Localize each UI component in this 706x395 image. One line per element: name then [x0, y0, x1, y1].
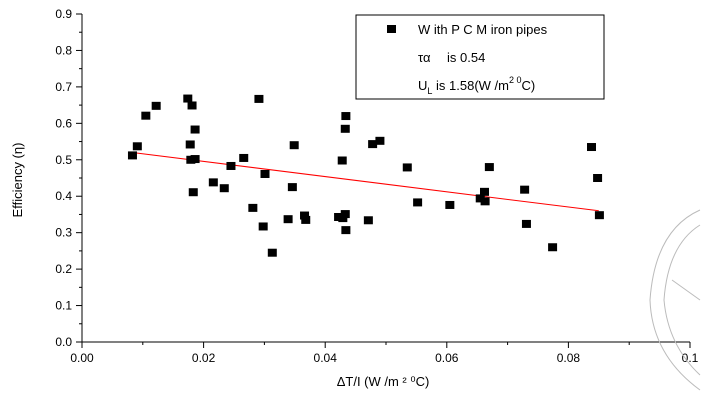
data-point: [151, 101, 161, 110]
x-axis-title: ΔT/I (W /m ² ⁰C): [337, 374, 430, 389]
x-tick-label: 0.02: [192, 351, 216, 365]
data-point: [341, 226, 351, 235]
x-tick-label: 0.1: [682, 351, 699, 365]
data-point: [226, 161, 236, 170]
data-point: [340, 210, 350, 219]
y-tick-label: 0.2: [55, 262, 72, 276]
data-point: [337, 156, 347, 165]
data-point: [187, 101, 197, 110]
data-point: [267, 248, 277, 257]
y-tick-label: 0.7: [55, 80, 72, 94]
data-point: [289, 141, 299, 150]
y-tick-label: 0.9: [55, 7, 72, 21]
legend-tau-alpha: τα: [418, 50, 431, 65]
data-point: [127, 151, 137, 160]
data-point: [445, 200, 455, 209]
data-point: [368, 140, 378, 149]
data-point: [185, 140, 195, 149]
data-point: [402, 163, 412, 172]
data-point: [413, 198, 423, 207]
legend: W ith P C M iron pipes τα is 0.54 UL is …: [355, 14, 605, 100]
data-point: [593, 174, 603, 182]
data-point: [183, 94, 193, 103]
regression-line: [132, 151, 599, 212]
watermark-logo: [649, 209, 701, 391]
data-point: [480, 197, 490, 206]
data-point: [375, 136, 385, 145]
fit-line-layer: [132, 151, 599, 212]
legend-ul-unit: C): [522, 78, 536, 93]
data-point: [548, 243, 558, 252]
data-point: [341, 112, 351, 121]
y-tick-label: 0.6: [55, 116, 72, 130]
x-ticks: 0.00 0.02 0.04 0.06 0.08 0.1: [70, 342, 699, 365]
data-point: [484, 163, 494, 172]
data-point: [254, 94, 264, 103]
x-tick-label: 0.04: [314, 351, 338, 365]
data-point: [300, 211, 310, 220]
y-tick-label: 0.0: [55, 335, 72, 349]
x-tick-label: 0.08: [557, 351, 581, 365]
data-point: [190, 155, 200, 164]
legend-ul-value: is 1.58(W /m: [432, 78, 509, 93]
data-point: [248, 203, 258, 212]
data-point: [338, 214, 348, 223]
data-point: [219, 184, 229, 193]
y-axis-title: Efficiency (η): [10, 143, 25, 218]
data-point: [258, 222, 268, 231]
y-tick-label: 0.3: [55, 226, 72, 240]
data-point: [239, 153, 249, 162]
data-point: [132, 142, 142, 151]
legend-marker: [387, 25, 396, 33]
y-tick-label: 0.4: [55, 189, 72, 203]
data-point: [587, 143, 597, 152]
y-ticks: 0.0 0.1 0.2 0.3 0.4 0.5 0.6 0.7 0.8 0.9: [55, 7, 82, 349]
data-point: [521, 219, 531, 228]
data-point: [188, 188, 198, 197]
data-point: [208, 178, 218, 187]
data-point: [287, 183, 297, 192]
legend-tau-alpha-value: is 0.54: [447, 50, 485, 65]
data-point: [475, 194, 485, 203]
y-tick-label: 0.8: [55, 43, 72, 57]
legend-ul-line: UL is 1.58(W /m2 0C): [418, 75, 535, 96]
data-point: [283, 215, 293, 224]
data-point: [479, 187, 489, 196]
legend-ul-subscript: L: [427, 86, 432, 96]
data-point: [594, 211, 604, 220]
data-point: [190, 125, 200, 134]
y-tick-label: 0.1: [55, 299, 72, 313]
legend-box: [355, 14, 605, 100]
data-points: [127, 94, 604, 257]
data-point: [520, 185, 530, 194]
y-tick-label: 0.5: [55, 153, 72, 167]
data-point: [301, 215, 311, 224]
legend-ul-superscript: 2 0: [509, 75, 522, 85]
data-point: [141, 111, 151, 120]
data-point: [340, 124, 350, 133]
data-point: [363, 216, 373, 225]
legend-series-label: W ith P C M iron pipes: [418, 22, 548, 37]
data-point: [260, 169, 270, 178]
x-tick-label: 0.00: [70, 351, 94, 365]
legend-ul-symbol: U: [418, 78, 427, 93]
x-tick-label: 0.06: [435, 351, 459, 365]
